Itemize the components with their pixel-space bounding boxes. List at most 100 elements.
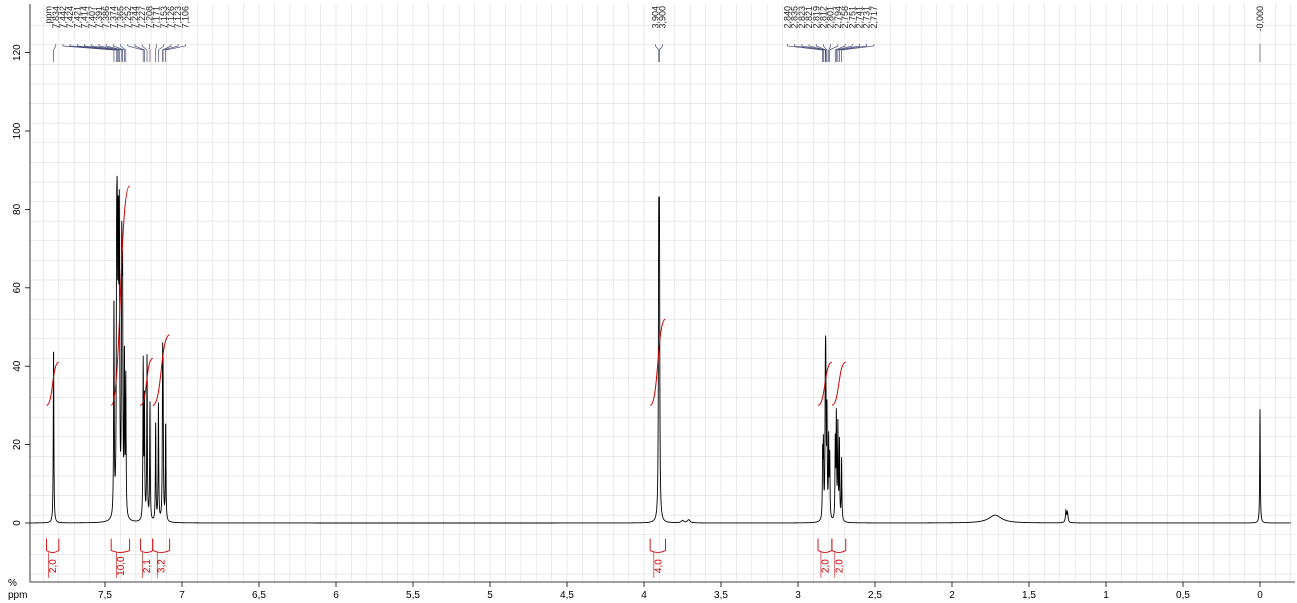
peak-label: 7,123 [173,6,183,29]
integral-bracket [831,538,847,553]
y-tick-label: 20 [12,439,23,451]
peak-label: 7,414 [80,6,90,29]
x-tick-label: 3 [795,590,801,601]
peak-label: 2,717 [869,6,879,29]
x-tick-label: 5,5 [406,590,420,601]
integral-curve [46,361,60,406]
peak-label: 2,823 [797,6,807,29]
y-tick-label: 80 [12,203,23,215]
peak-label: 2,840 [782,6,792,29]
peak-label: 2,821 [804,6,814,29]
x-tick-label: 1,5 [1022,590,1036,601]
peak-leader-line [91,44,120,62]
peak-label: 7,153 [159,6,169,29]
peak-label: 7,442 [58,6,68,29]
peak-label: 3,904 [650,6,660,29]
integral-value: 2,1 [142,559,153,573]
peak-label: 7,365 [116,6,126,29]
y-tick-label: 40 [12,360,23,372]
integral-value: 2,0 [834,559,845,573]
y-tick-label: 0 [12,520,23,526]
x-tick-label: 4,5 [560,590,574,601]
x-tick-label: 6,5 [252,590,266,601]
y-tick-label: 120 [12,44,23,61]
integral-curve [817,361,833,406]
peak-leader-line [828,44,832,62]
x-tick-label: 5 [487,590,493,601]
peak-leader-line [149,44,151,62]
peak-label-header: ppm [44,6,54,24]
peak-label: 7,126 [166,6,176,29]
peak-leader-line [835,44,853,62]
integral-value: 2,0 [820,559,831,573]
peak-leader-line [155,44,157,62]
peak-label: 7,407 [87,6,97,29]
peak-label: 3,900 [658,6,668,29]
peak-leader-line [141,44,148,62]
peak-label: 7,421 [72,6,82,29]
x-tick-label: 0 [1257,590,1263,601]
peak-label: 7,834 [51,6,61,29]
x-tick-label: 7 [179,590,185,601]
integral-curve [110,185,131,406]
peak-leader-line [77,44,118,62]
spectrum [30,175,1291,524]
peak-leader-line [815,44,827,62]
peak-leader-line [53,44,57,62]
peak-leader-line [823,44,828,62]
peak-leader-line [787,44,823,62]
integral-value: 4,0 [653,559,664,573]
x-tick-label: 7,5 [98,590,112,601]
integral-curve [831,361,847,406]
peak-label: 2,758 [840,6,850,29]
integral-bracket [152,538,171,553]
peak-leader-line [98,44,123,62]
peak-leader-line [162,44,172,62]
peak-leader-line [165,44,186,62]
axes: 7,5 7 6,5 6 5,5 5 4,5 4 3,5 3 2,5 2 1,5 1 0,5 0 0 20 40 60 8… [12,4,1295,601]
peak-label: 2,812 [818,6,828,29]
x-tick-label: 2 [949,590,955,601]
peak-label: 2,751 [847,6,857,29]
integrals: 2,0 10,0 2,1 3,2 4,0 2,0 2,0 [46,185,847,578]
peak-label: 2,819 [811,6,821,29]
integral-value: 10,0 [116,556,127,576]
peak-labels: ppm7,8347,4427,4247,4217,4147,4077,3917,… [44,6,1265,62]
peak-leader-line [839,44,868,62]
y-tick-label: 100 [12,122,23,139]
x-axis-unit: ppm [8,590,27,601]
peak-leader-line [134,44,145,62]
integral-curve [152,334,171,406]
integral-curve [139,357,154,406]
peak-label: 2,794 [833,6,843,29]
integral-bracket [817,538,833,553]
x-tick-label: 4 [641,590,647,601]
peak-leader-line [834,44,846,62]
integral-curve [649,318,667,406]
integral-bracket [110,538,131,553]
y-axis-unit: % [8,578,17,589]
peak-leader-line [105,44,123,62]
peak-label: 7,386 [101,6,111,29]
integral-bracket [649,538,667,553]
peak-leader-line [162,44,179,62]
peak-leader-line [127,44,144,62]
peak-label: 2,801 [826,6,836,29]
peak-leader-line [841,44,875,62]
peak-label: 2,731 [862,6,872,29]
peak-leader-line [120,44,127,62]
x-tick-label: 6 [333,590,339,601]
peak-leader-line [84,44,119,62]
x-tick-label: 0,5 [1176,590,1190,601]
y-tick-label: 60 [12,282,23,294]
integral-value: 2,0 [48,559,59,573]
peak-label: 2,835 [790,6,800,29]
peak-leader-line [794,44,824,62]
integral-bracket [139,538,154,553]
peak-label: 7,227 [137,6,147,29]
peak-label: 7,106 [180,6,190,29]
integral-bracket [46,538,60,553]
peak-label: 7,391 [94,6,104,29]
peak-label: -0,000 [1255,6,1265,32]
